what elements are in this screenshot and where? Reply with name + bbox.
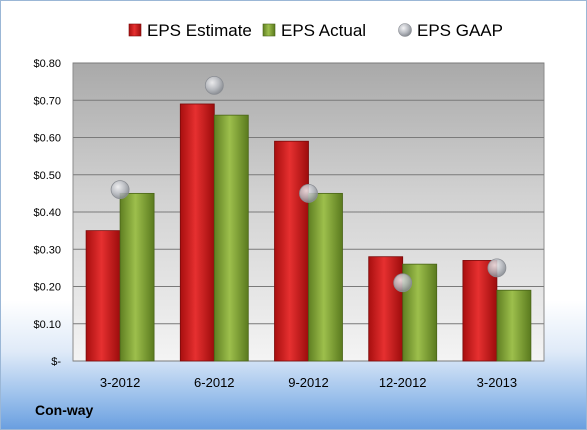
x-tick-label: 9-2012: [288, 375, 328, 390]
x-axis: 3-2012 6-2012 9-2012 12-2012 3-2013: [100, 375, 517, 390]
legend-swatch: [262, 23, 276, 37]
bar-eps-estimate: [274, 140, 309, 362]
point-eps-gaap: [487, 258, 507, 278]
legend-label: EPS GAAP: [417, 21, 503, 40]
y-tick-label: $0.10: [33, 319, 61, 331]
y-tick-label: $0.70: [33, 95, 61, 107]
y-tick-label: $0.40: [33, 207, 61, 219]
y-axis: $- $0.10 $0.20 $0.30 $0.40 $0.50 $0.60 $0.70 $0.…: [33, 58, 61, 368]
legend-swatch: [398, 23, 412, 37]
bars: [85, 103, 532, 362]
x-tick-label: 12-2012: [379, 375, 427, 390]
legend-swatch: [128, 23, 142, 37]
bar-eps-actual: [213, 114, 249, 362]
y-tick-label: $-: [51, 356, 61, 368]
company-name: Con-way: [35, 402, 94, 418]
bar-eps-estimate: [368, 256, 404, 362]
bar-eps-actual: [308, 192, 343, 362]
legend: EPS Estimate EPS Actual EPS GAAP: [128, 21, 503, 40]
legend-label: EPS Estimate: [147, 21, 252, 40]
bar-eps-estimate: [85, 230, 121, 362]
y-tick-label: $0.50: [33, 170, 61, 182]
legend-label: EPS Actual: [281, 21, 366, 40]
y-tick-label: $0.20: [33, 282, 61, 294]
x-tick-label: 3-2012: [100, 375, 140, 390]
x-tick-label: 3-2013: [477, 375, 517, 390]
point-eps-gaap: [393, 273, 413, 293]
y-tick-label: $0.30: [33, 244, 61, 256]
point-eps-gaap: [204, 75, 224, 95]
y-tick-label: $0.80: [33, 58, 61, 70]
y-tick-label: $0.60: [33, 133, 61, 145]
gaap-points: [110, 75, 507, 293]
bar-eps-actual: [119, 192, 155, 362]
x-tick-label: 6-2012: [194, 375, 234, 390]
point-eps-gaap: [110, 180, 130, 200]
bar-eps-estimate: [179, 103, 215, 362]
bar-eps-estimate: [462, 260, 498, 362]
bar-eps-actual: [496, 289, 532, 362]
point-eps-gaap: [299, 183, 318, 203]
